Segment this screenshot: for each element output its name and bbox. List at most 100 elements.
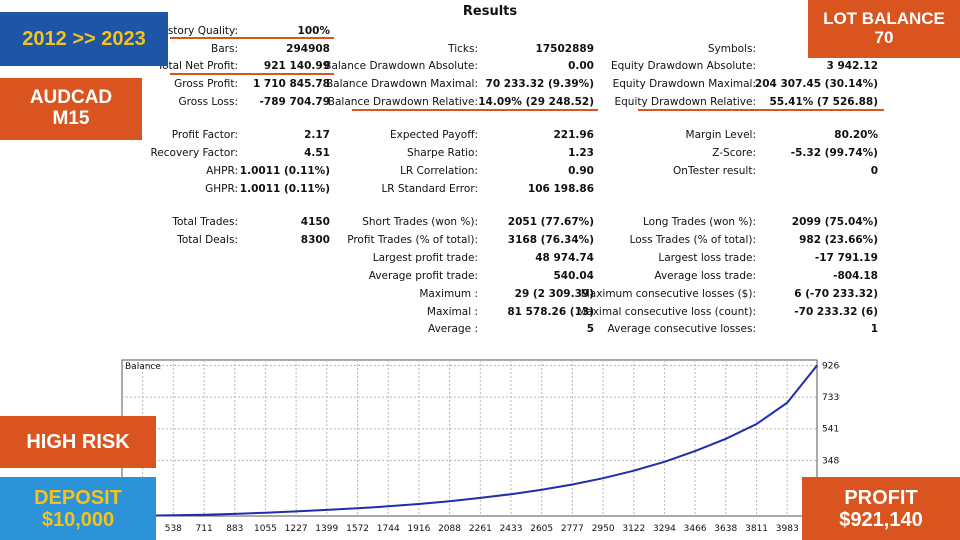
sharpe-value: 1.23 <box>568 147 594 159</box>
balance-point <box>325 509 328 511</box>
balance-point <box>694 450 696 452</box>
total-trades-label: Total Trades: <box>172 216 238 228</box>
balance-point <box>448 500 451 503</box>
x-tick-label: 2433 <box>500 524 523 534</box>
equity-dd-abs-value: 3 942.12 <box>826 60 878 72</box>
balance-point <box>479 497 482 499</box>
balance-point <box>234 513 236 515</box>
largest-profit-label: Largest profit trade: <box>372 252 478 264</box>
short-trades-label: Short Trades (won %): <box>362 216 478 228</box>
balance-point <box>602 477 604 480</box>
margin-level-label: Margin Level: <box>685 129 756 141</box>
profit-value: $921,140 <box>839 508 923 531</box>
x-tick-label: 2605 <box>530 524 553 534</box>
balance-point <box>387 505 390 508</box>
x-tick-label: 3122 <box>622 524 645 534</box>
balance-dd-rel-value: 14.09% (29 248.52) <box>478 96 594 108</box>
balance-dd-rel-label: Balance Drawdown Relative: <box>327 96 478 108</box>
total-net-profit-label: Total Net Profit: <box>157 60 238 72</box>
short-trades-value: 2051 (77.67%) <box>507 216 594 228</box>
z-score-label: Z-Score: <box>712 147 756 159</box>
avg-consec-losses-value: 1 <box>870 323 878 335</box>
gross-loss-label: Gross Loss: <box>178 96 239 108</box>
x-tick-label: 538 <box>165 524 182 534</box>
symbol-name: AUDCAD <box>29 87 113 109</box>
maximal-consec-profit-value: 81 578.26 (13) <box>507 306 594 318</box>
balance-dd-max-label: Balance Drawdown Maximal: <box>325 78 478 90</box>
profit-factor-value: 2.17 <box>304 129 330 141</box>
lot-balance-badge: LOT BALANCE 70 <box>808 0 960 58</box>
avg-profit-label: Average profit trade: <box>368 270 478 282</box>
maximal-consec-loss-value: -70 233.32 (6) <box>794 306 878 318</box>
balance-point <box>510 493 512 495</box>
total-deals-label: Total Deals: <box>177 234 238 246</box>
avg-loss-value: -804.18 <box>833 270 878 282</box>
largest-loss-value: -17 791.19 <box>814 252 878 264</box>
x-tick-label: 883 <box>226 524 243 534</box>
max-consec-losses-label: Maximum consecutive losses ($): <box>580 288 756 300</box>
chart-title: Balance <box>125 362 161 372</box>
x-tick-label: 1572 <box>346 524 369 534</box>
avg-consec-wins-value: 5 <box>586 323 594 335</box>
equity-dd-max-value: 204 307.45 (30.14%) <box>754 78 878 90</box>
avg-consec-wins-label: Average : <box>428 323 478 335</box>
x-tick-label: 711 <box>196 524 213 534</box>
x-tick-label: 1744 <box>377 524 400 534</box>
lr-corr-value: 0.90 <box>568 165 594 177</box>
ahpr-label: AHPR: <box>206 165 238 177</box>
x-tick-label: 3638 <box>714 524 737 534</box>
lr-std-label: LR Standard Error: <box>381 183 478 195</box>
balance-point <box>418 503 420 505</box>
symbols-label: Symbols: <box>707 43 756 55</box>
deposit-badge: DEPOSIT $10,000 <box>0 477 156 540</box>
equity-dd-rel-label: Equity Drawdown Relative: <box>614 96 756 108</box>
y-tick-label: 348802 <box>822 456 840 466</box>
max-consec-wins-value: 29 (2 309.39) <box>514 288 594 300</box>
x-tick-label: 3983 <box>776 524 799 534</box>
balance-dd-max-value: 70 233.32 (9.39%) <box>485 78 594 90</box>
ticks-label: Ticks: <box>448 43 478 55</box>
gross-profit-label: Gross Profit: <box>174 78 238 90</box>
profit-badge: PROFIT $921,140 <box>802 477 960 540</box>
balance-point <box>264 511 267 514</box>
balance-dd-abs-label: Balance Drawdown Absolute: <box>324 60 478 72</box>
equity-dd-rel-value: 55.41% (7 526.88) <box>769 96 878 108</box>
balance-point <box>295 510 297 513</box>
period-badge: 2012 >> 2023 <box>0 12 168 66</box>
x-tick-label: 1227 <box>285 524 308 534</box>
avg-consec-losses-label: Average consecutive losses: <box>607 323 756 335</box>
ghpr-value: 1.0011 (0.11%) <box>239 183 330 195</box>
lr-corr-label: LR Correlation: <box>400 165 478 177</box>
deposit-value: $10,000 <box>41 508 115 531</box>
balance-point <box>724 438 727 440</box>
max-consec-wins-label: Maximum : <box>419 288 478 300</box>
x-tick-label: 2088 <box>438 524 461 534</box>
results-title: Results <box>462 4 518 19</box>
balance-dd-abs-value: 0.00 <box>568 60 594 72</box>
lot-balance-label: LOT BALANCE <box>823 9 945 29</box>
margin-level-value: 80.20% <box>834 129 878 141</box>
x-tick-label: 3294 <box>653 524 676 534</box>
plot-area <box>121 359 818 517</box>
history-quality-underline <box>170 37 334 39</box>
x-tick-label: 2950 <box>592 524 615 534</box>
max-consec-losses-value: 6 (-70 233.32) <box>794 288 878 300</box>
profit-factor-label: Profit Factor: <box>171 129 238 141</box>
balance-point <box>203 513 205 516</box>
lr-std-value: 106 198.86 <box>527 183 594 195</box>
maximal-consec-profit-label: Maximal : <box>426 306 478 318</box>
profit-trades-value: 3168 (76.34%) <box>507 234 594 246</box>
maximal-consec-loss-label: Maximal consecutive loss (count): <box>577 306 756 318</box>
balance-point <box>571 483 574 486</box>
balance-point <box>755 423 758 425</box>
z-score-value: -5.32 (99.74%) <box>790 147 878 159</box>
bars-value: 294908 <box>286 43 330 55</box>
gross-loss-value: -789 704.79 <box>259 96 330 108</box>
x-tick-label: 3466 <box>684 524 707 534</box>
total-deals-value: 8300 <box>300 234 330 246</box>
history-quality-value: 100% <box>297 25 330 37</box>
gross-profit-value: 1 710 845.78 <box>252 78 330 90</box>
bars-label: Bars: <box>211 43 238 55</box>
x-tick-label: 1055 <box>254 524 277 534</box>
y-tick-label: 541356 <box>822 425 840 435</box>
